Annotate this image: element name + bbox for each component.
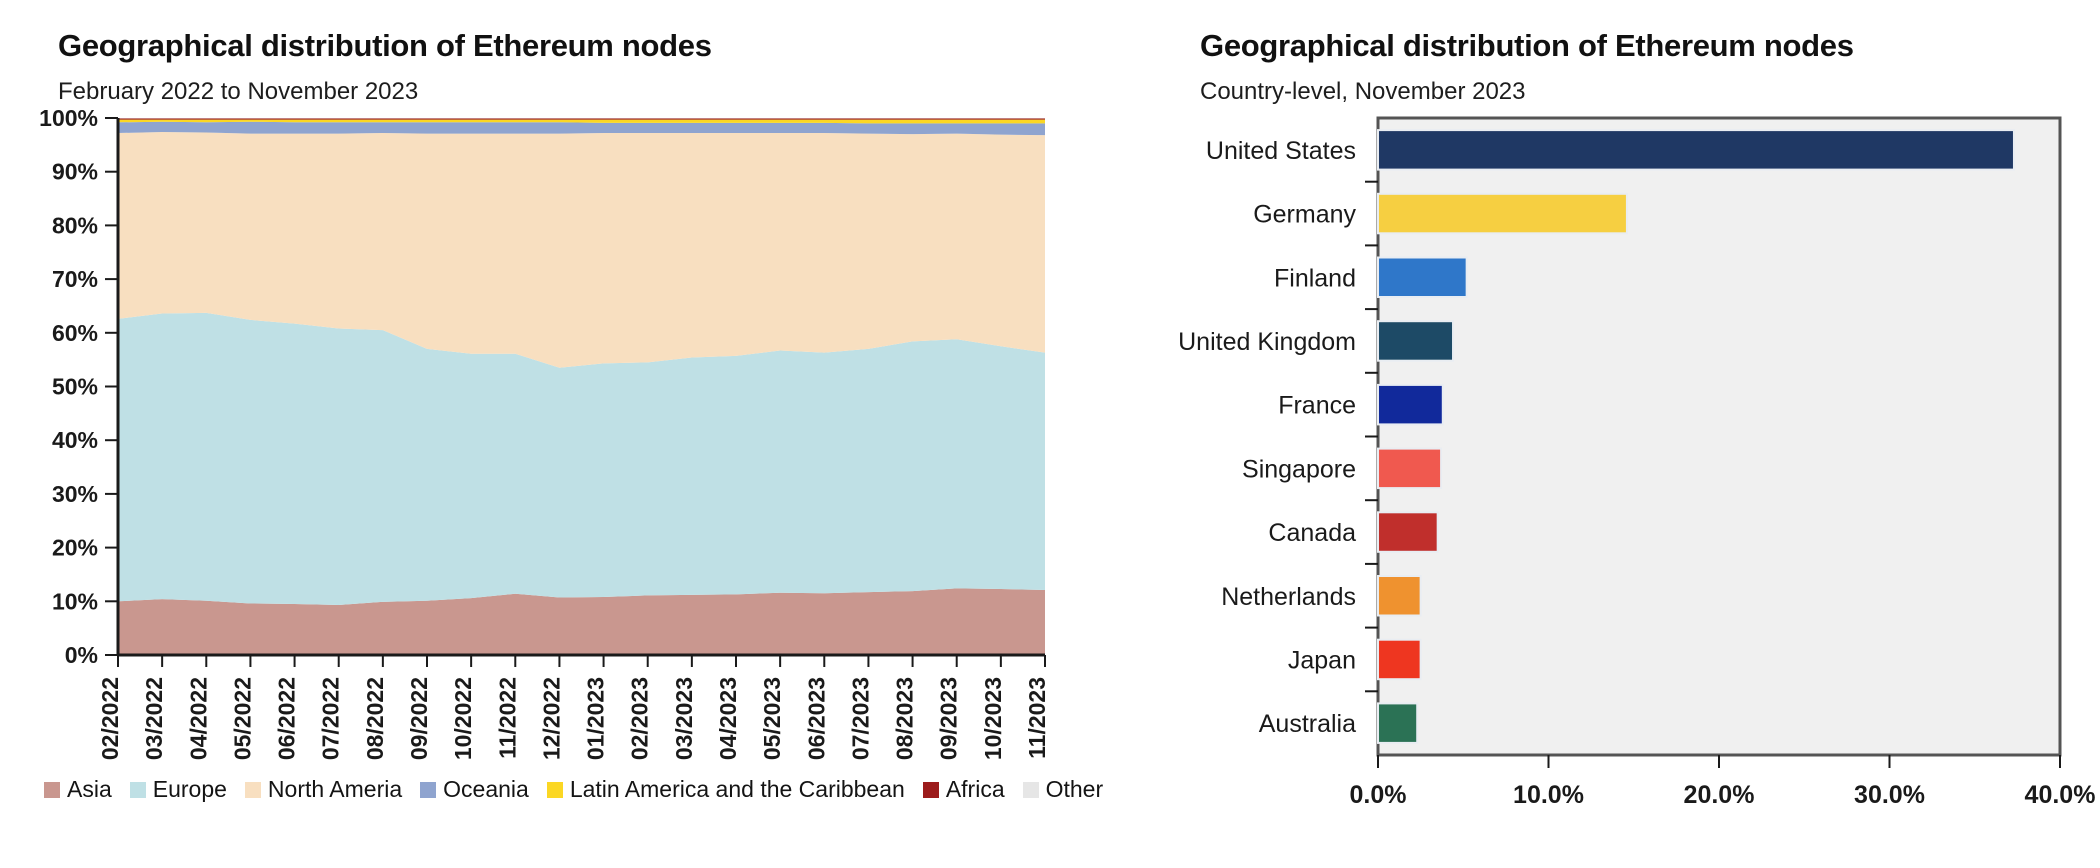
legend-label: North Ameria xyxy=(267,776,403,802)
y-axis-tick-label: 0% xyxy=(65,642,98,668)
legend-item[interactable]: Europe xyxy=(129,776,227,802)
legend-swatch-icon xyxy=(922,781,939,798)
y-axis-tick-label: 10% xyxy=(52,588,98,614)
legend-swatch-icon xyxy=(546,781,563,798)
bar-category-label: Netherlands xyxy=(1221,583,1356,611)
bar-chart-title: Geographical distribution of Ethereum no… xyxy=(1200,28,1854,63)
x-axis-tick-label: 03/2022 xyxy=(141,677,167,760)
area-band-asia xyxy=(118,588,1045,655)
bar-canada[interactable] xyxy=(1377,511,1439,553)
bar-category-label: Finland xyxy=(1274,264,1356,292)
x-axis-tick-label: 01/2023 xyxy=(583,677,609,760)
y-axis-tick-label: 80% xyxy=(52,212,98,238)
legend-swatch-icon xyxy=(1022,781,1039,798)
area-chart-title: Geographical distribution of Ethereum no… xyxy=(58,28,712,63)
x-axis-tick-label: 03/2023 xyxy=(671,677,697,760)
bar-france[interactable] xyxy=(1377,383,1444,426)
x-axis-tick-label: 07/2023 xyxy=(847,677,873,760)
bar-category-label: Japan xyxy=(1288,646,1356,674)
y-axis-tick-label: 30% xyxy=(52,481,98,507)
x-axis-tick-label: 10/2023 xyxy=(980,677,1006,760)
legend-item[interactable]: Africa xyxy=(922,776,1005,802)
legend-item[interactable]: Asia xyxy=(44,778,112,801)
x-axis-tick-label: 02/2022 xyxy=(97,677,123,760)
y-axis-tick-label: 100% xyxy=(39,110,98,131)
area-chart-subtitle: February 2022 to November 2023 xyxy=(58,78,419,105)
bar-chart-subtitle: Country-level, November 2023 xyxy=(1200,78,1526,105)
x-axis-tick-label: 08/2023 xyxy=(892,677,918,760)
bar-australia[interactable] xyxy=(1377,702,1419,744)
bar-germany[interactable] xyxy=(1377,192,1628,235)
bar-category-label: United States xyxy=(1206,137,1356,165)
x-axis-tick-label: 05/2023 xyxy=(759,677,785,760)
legend-swatch-icon xyxy=(420,781,437,798)
legend-swatch-icon xyxy=(129,781,146,798)
area-band-europe xyxy=(118,312,1045,606)
x-axis-tick-label: 06/2022 xyxy=(274,677,300,760)
x-axis-tick-label: 08/2022 xyxy=(362,677,388,760)
bar-singapore[interactable] xyxy=(1377,447,1443,490)
x-axis-tick-label: 06/2023 xyxy=(803,677,829,760)
bar-chart-plot: United States Germany Finland United Kingdo… xyxy=(1180,116,2096,809)
bar-plot-background xyxy=(1376,116,2062,757)
bar-finland[interactable] xyxy=(1377,256,1468,298)
x-axis-tick-label: 10.0% xyxy=(1513,781,1584,809)
x-axis-tick-label: 05/2022 xyxy=(229,677,255,760)
y-axis-tick-label: 50% xyxy=(52,374,98,400)
bar-united-kingdom[interactable] xyxy=(1377,320,1455,362)
bar-category-label: United Kingdom xyxy=(1180,328,1356,356)
bar-chart-panel: Geographical distribution of Ethereum no… xyxy=(1180,0,2100,868)
x-axis-tick-label: 30.0% xyxy=(1854,781,1925,809)
y-axis-tick-label: 40% xyxy=(52,427,98,453)
area-chart-panel: Geographical distribution of Ethereum no… xyxy=(39,28,1121,801)
legend-label: Europe xyxy=(152,776,227,802)
x-axis-tick-label: 02/2023 xyxy=(627,677,653,760)
bar-united-states[interactable] xyxy=(1377,129,2015,171)
area-chart-plot: 0% 10% 20% 30% 40% 50% 60% 70% 80% 90% 100% 02/2022… xyxy=(39,110,1050,760)
x-axis-tick-label: 12/2022 xyxy=(538,677,564,760)
area-band-other xyxy=(118,118,1045,119)
legend-label: Latin America and the Caribbean xyxy=(569,776,905,802)
y-axis-tick-label: 60% xyxy=(52,320,98,346)
x-axis-tick-label: 0.0% xyxy=(1350,781,1407,809)
x-axis-tick-label: 11/2023 xyxy=(1024,677,1050,759)
area-band-oceania xyxy=(118,121,1045,136)
x-axis-tick-label: 09/2023 xyxy=(936,677,962,760)
legend-label: Other xyxy=(1045,776,1104,802)
area-band-latin-america-and-the-caribbean xyxy=(118,119,1045,124)
x-axis-tick-label: 40.0% xyxy=(2025,781,2096,809)
legend-label: Africa xyxy=(945,776,1005,802)
area-band-africa xyxy=(118,118,1045,120)
bar-category-label: Australia xyxy=(1259,710,1356,738)
bar-netherlands[interactable] xyxy=(1377,575,1422,617)
bar-category-label: Singapore xyxy=(1242,455,1356,483)
legend-item[interactable]: Other xyxy=(1022,776,1104,802)
y-axis-tick-label: 70% xyxy=(52,266,98,292)
legend-swatch-icon xyxy=(244,781,261,798)
bar-category-label: France xyxy=(1278,392,1356,420)
legend-item[interactable]: Oceania xyxy=(420,778,529,801)
x-axis-tick-label: 07/2022 xyxy=(318,677,344,760)
area-band-north-ameria xyxy=(118,131,1045,368)
legend-item[interactable]: Latin America and the Caribbean xyxy=(546,776,905,802)
legend-item[interactable]: North Ameria xyxy=(244,776,403,802)
x-axis-tick-label: 10/2022 xyxy=(450,677,476,760)
x-axis-tick-label: 04/2022 xyxy=(185,677,211,760)
legend-label: Oceania xyxy=(443,776,529,802)
bar-japan[interactable] xyxy=(1377,638,1422,681)
x-axis-tick-label: 11/2022 xyxy=(494,677,520,759)
area-chart-legend: Asia Europe North Ameria Oceania Latin Ameri… xyxy=(44,778,1121,801)
legend-label: Asia xyxy=(67,776,112,802)
x-axis-tick-label: 04/2023 xyxy=(715,677,741,760)
x-axis-tick-label: 20.0% xyxy=(1684,781,1755,809)
bar-category-label: Canada xyxy=(1268,519,1356,547)
legend-swatch-icon xyxy=(44,781,60,798)
y-axis-tick-label: 90% xyxy=(52,159,98,185)
x-axis-tick-label: 09/2022 xyxy=(406,677,432,760)
y-axis-tick-label: 20% xyxy=(52,535,98,561)
bar-category-label: Germany xyxy=(1253,201,1356,229)
